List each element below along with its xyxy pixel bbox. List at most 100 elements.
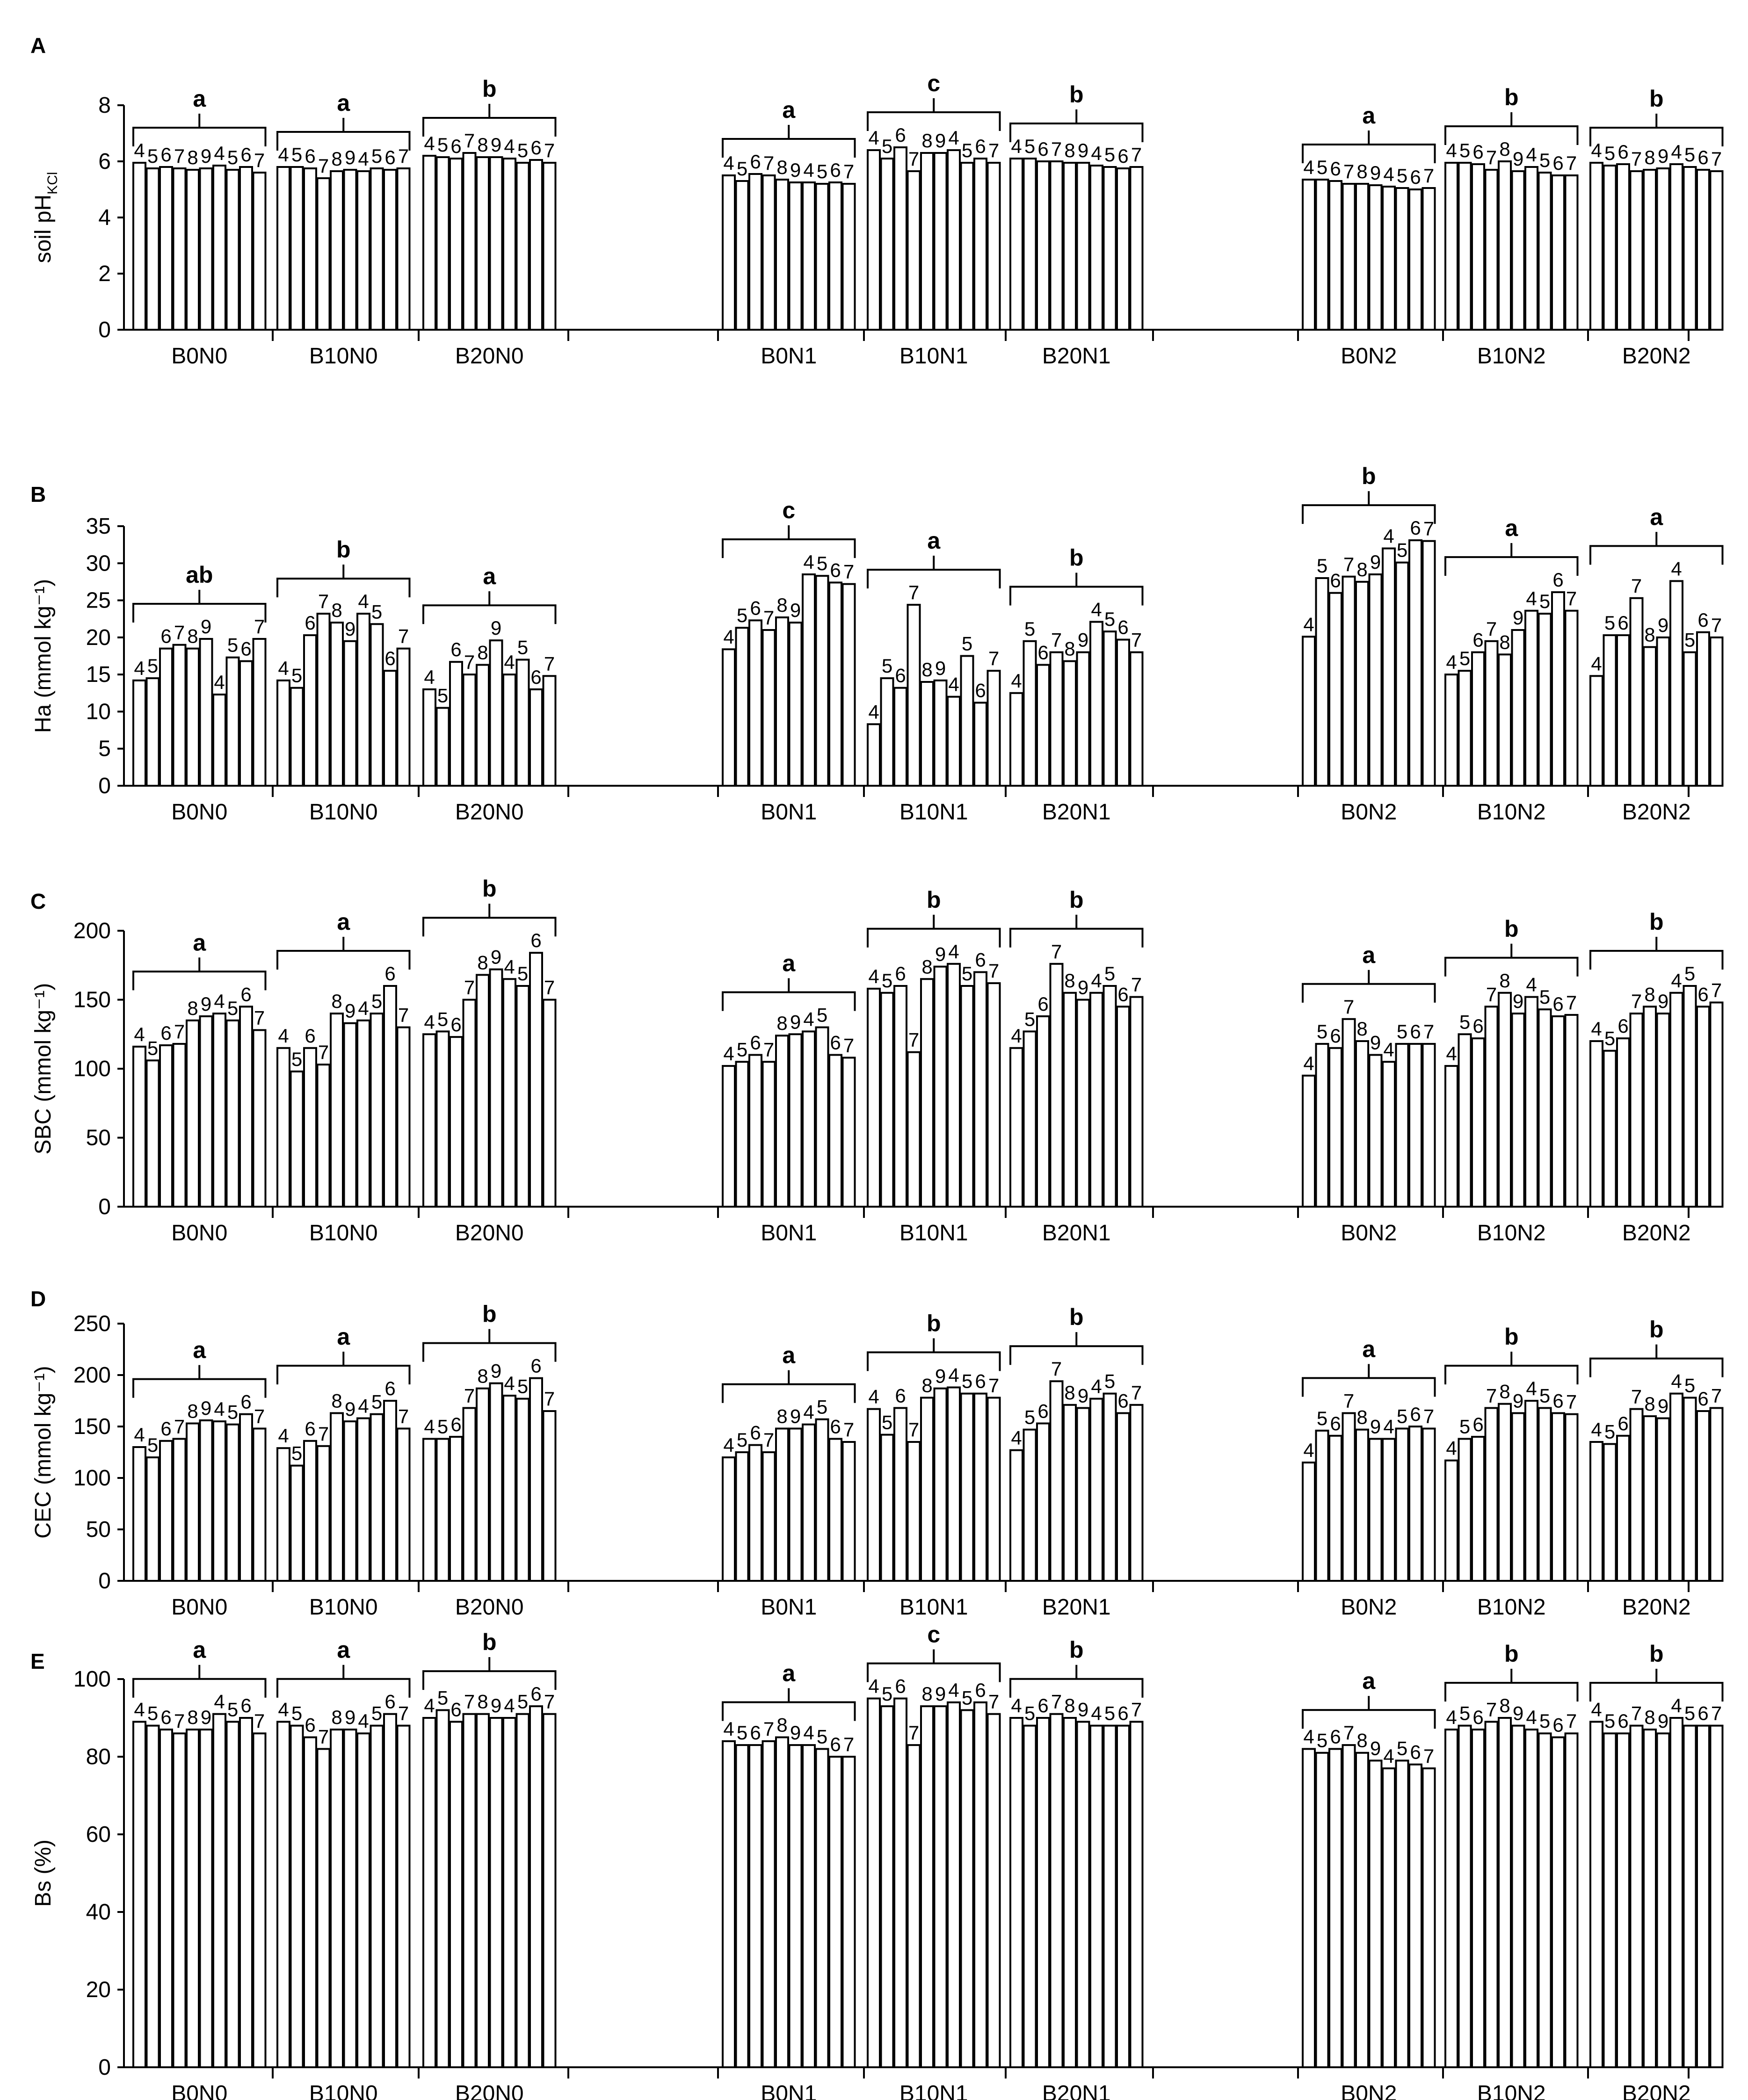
bar-label: 4 [803,1008,814,1030]
bar [1683,651,1697,787]
bar-label: 7 [174,1021,185,1043]
bar-label: 4 [214,1398,225,1420]
bar-label: 9 [1370,162,1381,184]
category-label: B0N2 [1341,2081,1397,2100]
bar [515,659,530,787]
significance-letter: a [337,1637,350,1663]
bar-label: 9 [1658,145,1668,167]
bar [867,1697,881,2068]
bar-label: 6 [1617,1412,1628,1434]
bar-label: 7 [1131,629,1142,651]
bar [1116,1412,1130,1582]
category-label: B0N0 [171,344,227,369]
bar [1129,996,1144,1208]
bar [462,673,477,787]
bar [1368,1054,1383,1208]
bar [489,1717,503,2068]
bar [252,1427,267,1582]
bar-label: 7 [988,960,999,982]
bar [1422,187,1436,331]
bar-label: 6 [830,1032,841,1054]
bar [1484,169,1499,331]
bar [396,1427,411,1582]
bar-label: 5 [962,139,972,161]
bar [276,1047,290,1208]
bar-label: 9 [1658,1395,1668,1417]
bar [383,1400,397,1582]
bar [1342,1412,1356,1582]
bar [1076,999,1090,1208]
bar-label: 9 [790,1011,801,1033]
bar-label: 6 [750,1422,761,1444]
bar-label: 6 [1552,993,1563,1015]
bar [1355,1752,1369,2068]
bar-label: 4 [358,997,369,1019]
bar-label: 6 [530,929,541,951]
bar-label: 5 [1604,142,1615,164]
category-label: B10N2 [1477,344,1546,369]
bar-label: 5 [1539,590,1550,612]
bar-label: 8 [187,1706,198,1728]
bar [1603,1443,1617,1582]
bar [907,1441,921,1582]
y-tick-label: 40 [86,1900,111,1925]
bar-label: 5 [147,1037,158,1059]
bar-label: 8 [187,146,198,168]
bar-label: 7 [1423,518,1434,540]
bar [1683,1724,1697,2069]
bar [933,679,948,787]
bar [1629,597,1644,787]
bar [880,1434,894,1582]
bar-label: 7 [254,1710,265,1732]
bar-label: 7 [1486,1698,1497,1720]
bar [422,155,436,331]
significance-letter: a [1505,515,1518,541]
bar [1382,547,1396,787]
bar [1408,1043,1422,1208]
bar-label: 7 [1631,1702,1642,1724]
bar-label: 7 [1423,1021,1434,1043]
significance-letter: a [1650,504,1663,530]
bar [1036,1717,1050,2068]
bar-label: 9 [1513,990,1523,1012]
bar-label: 4 [1446,139,1457,161]
bar [1616,1037,1630,1208]
bar [1395,561,1409,787]
bar [1498,653,1512,787]
bar [1484,1407,1499,1582]
panel-letter: D [30,1287,46,1311]
bar [199,167,213,331]
bar [815,1026,829,1208]
bar-label: 4 [1011,1427,1022,1449]
bar [1471,651,1485,787]
bar [722,174,736,331]
bar-label: 4 [1671,1694,1682,1716]
bar-label: 5 [227,634,238,656]
bar [828,181,842,331]
bar-label: 7 [1343,1722,1354,1744]
y-tick-label: 2 [98,261,111,286]
bar [1102,166,1117,331]
category-label: B0N0 [171,2081,227,2100]
bar-label: 5 [1459,139,1470,161]
bar-label: 9 [1078,1384,1088,1406]
bar [1116,1724,1130,2069]
bar [476,1713,490,2068]
bar [1458,670,1472,787]
category-label: B10N0 [309,800,378,825]
bar-label: 6 [530,1683,541,1705]
bar [867,149,881,331]
bar-label: 4 [948,673,959,695]
bar-label: 6 [1410,517,1421,539]
bar-label: 9 [935,1683,946,1705]
bar [515,985,530,1208]
bar [841,1756,856,2068]
bar [396,167,411,331]
bar-label: 5 [227,1698,238,1720]
bar [1484,1721,1499,2069]
bar-label: 7 [1631,148,1642,170]
bar-label: 6 [450,1413,461,1435]
